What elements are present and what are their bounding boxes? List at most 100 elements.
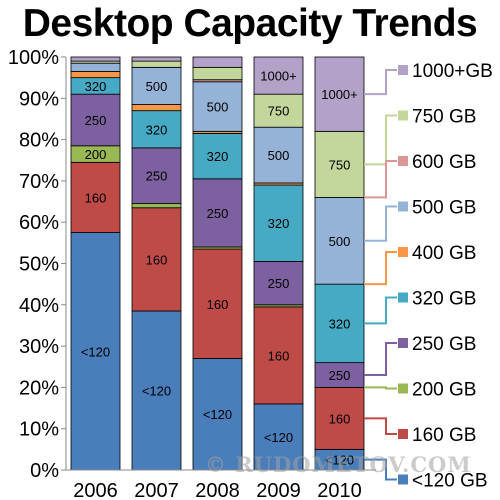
bar-segment (131, 104, 182, 112)
watermark: © RUDOMETOV.COM (205, 452, 472, 477)
bar-segment (70, 161, 121, 233)
x-tick-label: 2006 (73, 480, 118, 500)
bar-segment (253, 403, 304, 471)
y-tick-label: 40% (19, 295, 59, 317)
legend-swatch (398, 156, 408, 166)
bar-segment (192, 178, 243, 248)
bar-segment-label: 500 (146, 79, 168, 94)
bar-segment-label: 320 (268, 216, 290, 231)
bar-segment (314, 283, 365, 364)
bar-segment (70, 56, 121, 62)
bar-segment-label: <120 (264, 430, 293, 445)
y-tick-label: 50% (19, 254, 59, 276)
bar-segment (314, 386, 365, 450)
y-tick-label: 90% (19, 88, 59, 110)
bar-segment (131, 60, 182, 68)
bar-segment-label: 1000+ (321, 87, 358, 102)
y-tick-label: 70% (19, 171, 59, 193)
x-axis: 2006 2007 2008 2009 2010 (66, 469, 376, 500)
bar-segment-label: 160 (268, 348, 290, 363)
legend-label: 250 GB (412, 334, 476, 355)
bar-segment (192, 248, 243, 359)
bar-segment (70, 232, 121, 471)
legend-swatch (398, 429, 408, 439)
bar-segment-label: 500 (268, 148, 290, 163)
legend-label: 500 GB (412, 198, 476, 219)
y-tick-label: 30% (19, 336, 59, 358)
bar-segment-label: 160 (85, 190, 107, 205)
legend-swatch (398, 65, 408, 75)
bar-segment-label: 160 (146, 252, 168, 267)
x-tick-label: 2010 (317, 480, 362, 500)
legend-label: 1000+GB (412, 61, 493, 82)
bar-segment-label: 320 (329, 316, 351, 331)
x-tick-label: 2009 (256, 480, 301, 500)
legend-label: 160 GB (412, 425, 476, 446)
legend-leader-line (364, 417, 397, 435)
legend-label: 200 GB (412, 380, 476, 401)
legend-swatch (398, 338, 408, 348)
legend-leader-line (364, 458, 397, 481)
bar-segment (131, 56, 182, 62)
bars-layer: <120 160 200 250 320 <120 160 250 320 500 <120 160 2… (70, 56, 365, 471)
bar-segment (253, 93, 304, 128)
legend-swatch (398, 292, 408, 303)
bar-segment (131, 66, 182, 105)
bar-segment (131, 310, 182, 471)
legend-leader-line (364, 205, 397, 242)
bar-segment-label: <120 (203, 407, 232, 422)
y-tick-label: 0% (30, 460, 59, 482)
bar-segment-label: 250 (268, 276, 290, 291)
bar-segment (70, 71, 121, 79)
bar-segment-label: 750 (329, 157, 351, 172)
bar-segment-label: 500 (207, 100, 229, 115)
legend-swatch (398, 201, 408, 212)
y-tick-label: 20% (19, 377, 59, 399)
bar-segment-label: <120 (325, 453, 354, 468)
legend-leader-line (364, 69, 397, 96)
bar-segment (131, 147, 182, 205)
bar-segment-label: 250 (146, 169, 168, 184)
legend-leader-line (364, 251, 397, 286)
bar-segment-label: 250 (329, 368, 351, 383)
bar-segment-label: 160 (329, 411, 351, 426)
y-tick-label: 60% (19, 212, 59, 234)
bar-segment (192, 358, 243, 471)
bar-segment-label: 1000+ (260, 69, 297, 84)
bar-segment-label: <120 (81, 344, 110, 359)
bar-segment (314, 362, 365, 388)
bar-segment-label: 160 (207, 297, 229, 312)
bar-segment-label: 750 (268, 104, 290, 119)
bar-segment (192, 81, 243, 132)
y-tick-label: 100% (8, 47, 59, 69)
legend-label: 600 GB (412, 152, 476, 173)
y-axis: 0% 10% 20% 30% 40% 50% 60% 70% 80% 90% 100% (8, 47, 67, 482)
legend-leader-line (364, 386, 397, 390)
bar-segment (131, 203, 182, 209)
x-tick-label: 2007 (134, 480, 179, 500)
legend-leader-line (364, 342, 397, 377)
bar-segment-label: 320 (85, 79, 107, 94)
bar-segment (253, 184, 304, 262)
legend-leader-line (364, 296, 397, 325)
bar-segment (253, 56, 304, 95)
legend-swatch (398, 247, 408, 257)
legend-leader-line (364, 160, 397, 199)
bar-segment (253, 126, 304, 184)
legend-leader-line (364, 114, 397, 166)
bar-segment (314, 197, 365, 285)
bar-segment (192, 66, 243, 81)
bar-segment-label: 200 (85, 147, 107, 162)
bar-segment-label: 250 (207, 206, 229, 221)
y-tick-label: 10% (19, 419, 59, 441)
bar-segment (314, 56, 365, 132)
bar-segment (131, 110, 182, 149)
legend-swatch (398, 474, 408, 485)
x-tick-label: 2008 (195, 480, 240, 500)
legend: 1000+GB 750 GB 600 GB 500 GB 400 GB 320 GB 250… (364, 61, 493, 492)
bar-segment (131, 207, 182, 312)
bar-segment-label: 500 (329, 234, 351, 249)
bar-segment-label: 320 (207, 149, 229, 164)
bar-segment (192, 56, 243, 68)
